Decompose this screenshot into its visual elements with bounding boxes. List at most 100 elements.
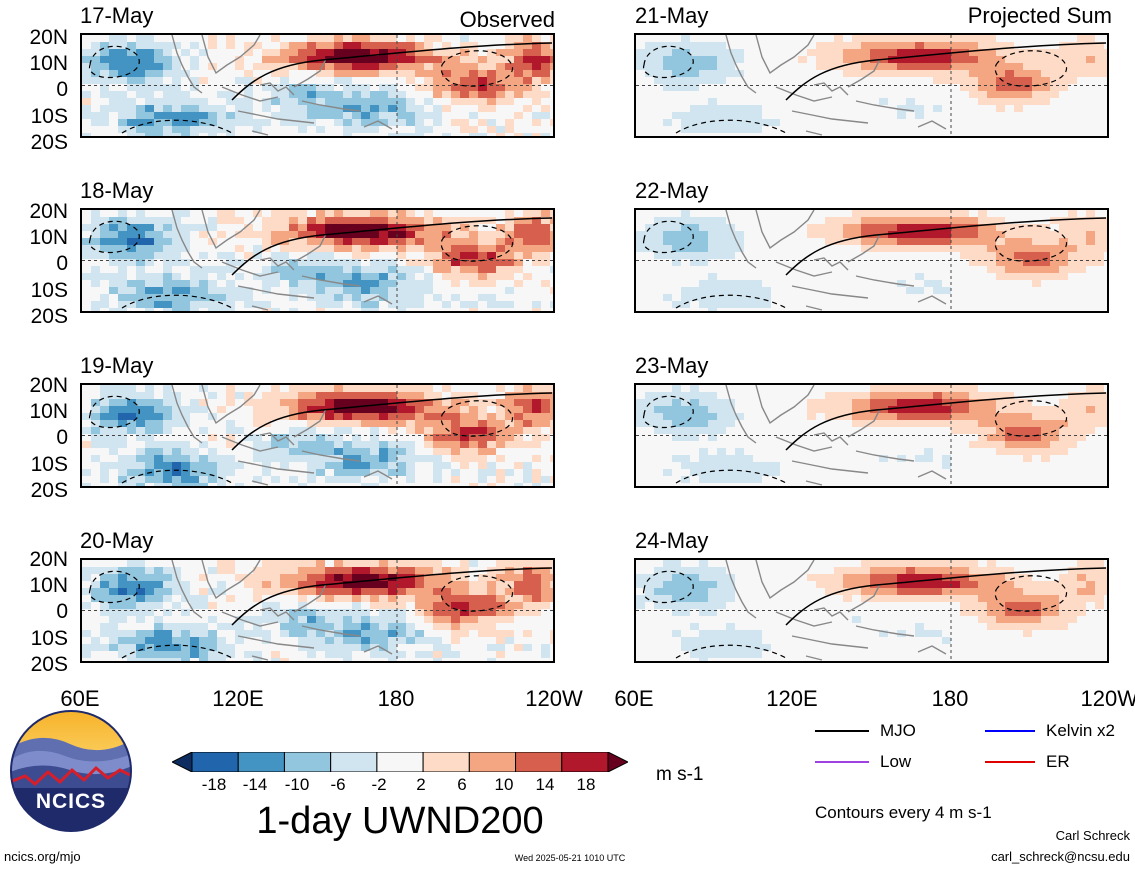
- coastline: [259, 607, 295, 621]
- colorbar-label: 18: [576, 775, 596, 794]
- lat-tick: 10N: [29, 400, 68, 423]
- coastline: [725, 210, 757, 269]
- lon-tick: 60E: [614, 686, 654, 711]
- mjo-contour-negative: [994, 575, 1067, 612]
- coastline: [201, 385, 261, 425]
- mjo-contour-negative: [440, 225, 513, 262]
- coastline: [301, 275, 361, 287]
- panel-date-18may: 18-May: [80, 178, 154, 203]
- projected-sum-header: Projected Sum: [967, 3, 1112, 28]
- mjo-contour-negative: [121, 469, 233, 484]
- legend-line-mjo: [815, 730, 869, 732]
- coastline: [259, 82, 295, 96]
- coastline: [237, 460, 315, 474]
- lat-tick: 10N: [29, 226, 68, 249]
- colorbar-swatch: [283, 751, 332, 773]
- coastline: [755, 210, 815, 250]
- coastline: [805, 305, 823, 311]
- colorbar-swatch: [191, 751, 239, 773]
- coastline: [813, 82, 849, 96]
- footer-url: ncics.org/mjo: [4, 849, 81, 864]
- mjo-contour-positive: [785, 42, 1107, 101]
- colorbar: [170, 751, 630, 773]
- map-panel-21may: [634, 33, 1109, 138]
- coastline: [201, 560, 261, 600]
- coastline: [855, 100, 915, 112]
- mjo-contour-negative: [88, 395, 140, 429]
- colorbar-swatch: [237, 751, 285, 773]
- lat-tick: 0: [56, 252, 68, 275]
- map-panel-19may: [80, 383, 555, 488]
- mjo-contour-negative: [642, 395, 694, 429]
- coastline: [221, 611, 279, 627]
- coastline: [791, 635, 869, 649]
- coastline: [171, 385, 203, 444]
- footer-timestamp: Wed 2025-05-21 1010 UTC: [514, 853, 626, 863]
- coastline: [805, 655, 823, 661]
- mjo-contour-negative: [675, 119, 787, 134]
- coastline: [171, 560, 203, 619]
- coastline: [201, 35, 261, 75]
- ncics-logo: NCICS: [10, 710, 132, 832]
- coastline: [363, 470, 393, 480]
- mjo-contour-negative: [440, 50, 513, 87]
- lon-tick: 60E: [60, 686, 100, 711]
- coastline: [805, 480, 823, 486]
- mjo-contour-positive: [231, 392, 553, 451]
- lat-tick: 20N: [29, 200, 68, 223]
- lon-tick: 120W: [525, 686, 583, 711]
- coastline: [171, 210, 203, 269]
- legend-label-kelvin: Kelvin x2: [1046, 721, 1115, 740]
- mjo-contour-negative: [440, 575, 513, 612]
- coastline: [201, 210, 261, 250]
- map-panel-23may: [634, 383, 1109, 488]
- lat-tick: 0: [56, 78, 68, 101]
- colorbar-label: -10: [284, 775, 310, 794]
- coastline: [847, 58, 881, 88]
- coastline: [251, 655, 269, 661]
- coastline: [855, 625, 915, 637]
- colorbar-swatch: [330, 751, 378, 773]
- panel-date-19may: 19-May: [80, 353, 154, 378]
- coastline: [251, 130, 269, 136]
- colorbar-label: 2: [416, 775, 426, 794]
- coastline: [775, 86, 833, 102]
- coastline: [237, 285, 315, 299]
- mjo-contour-negative: [121, 644, 233, 659]
- mjo-contour-negative: [121, 294, 233, 309]
- panel-date-17may: 17-May: [80, 3, 154, 28]
- coastline: [855, 275, 915, 287]
- coastline: [363, 120, 393, 130]
- footer-author: Carl Schreck: [1055, 828, 1130, 843]
- map-panel-17may: [80, 33, 555, 138]
- coastline: [755, 35, 815, 75]
- coastline: [917, 120, 947, 130]
- coastline: [855, 450, 915, 462]
- colorbar-label: 6: [457, 775, 467, 794]
- map-panel-24may: [634, 558, 1109, 663]
- lat-tick: 20S: [30, 131, 68, 154]
- coastline: [847, 233, 881, 263]
- coastline: [725, 35, 757, 94]
- lon-tick: 120W: [1080, 686, 1135, 711]
- map-panel-18may: [80, 208, 555, 313]
- units-label: m s-1: [656, 764, 704, 785]
- lon-tick: 180: [931, 686, 969, 711]
- coastline: [363, 295, 393, 305]
- coastline: [251, 305, 269, 311]
- lon-tick: 120E: [766, 686, 818, 711]
- lon-tick: 120E: [212, 686, 264, 711]
- panel-date-21may: 21-May: [635, 3, 709, 28]
- coastline: [725, 560, 757, 619]
- panel-date-23may: 23-May: [635, 353, 709, 378]
- mjo-contour-negative: [994, 400, 1067, 437]
- coastline: [775, 611, 833, 627]
- legend-label-low: Low: [880, 752, 912, 771]
- mjo-contour-negative: [88, 570, 140, 604]
- coastline: [221, 261, 279, 277]
- coastline: [791, 110, 869, 124]
- colorbar-swatch: [561, 751, 609, 773]
- lat-tick: 20S: [30, 305, 68, 328]
- mjo-contour-negative: [88, 45, 140, 79]
- mjo-contour-negative: [675, 644, 787, 659]
